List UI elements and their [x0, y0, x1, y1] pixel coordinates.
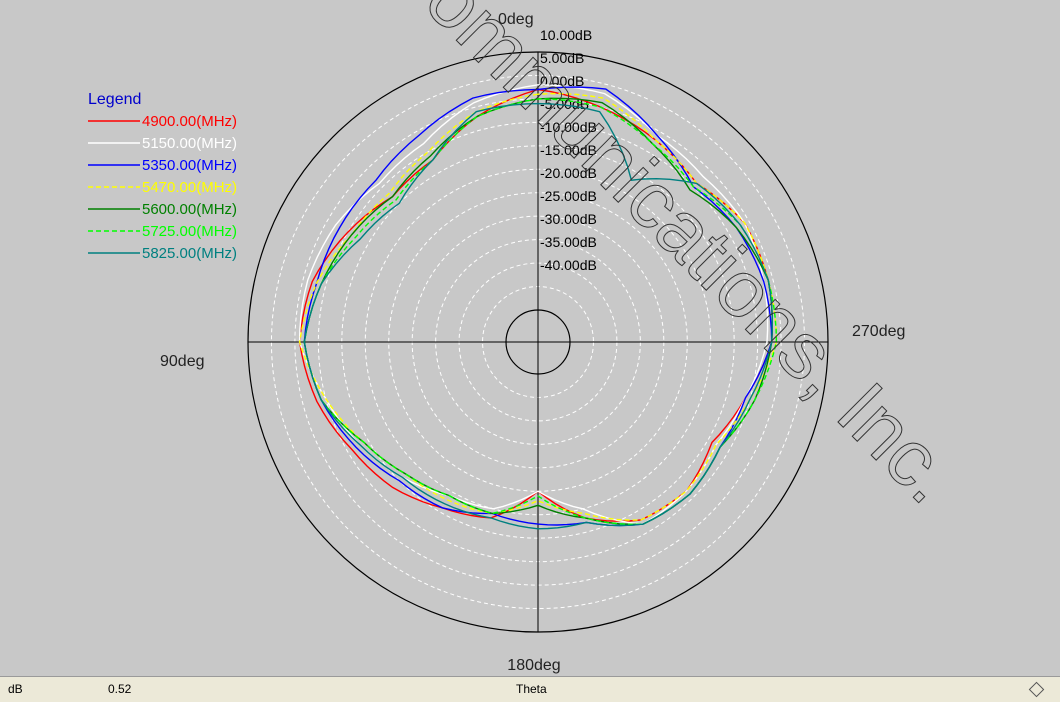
legend-entry: 5725.00(MHz) — [142, 223, 237, 240]
radial-tick-label: 10.00dB — [540, 27, 592, 43]
radial-tick-label: -40.00dB — [540, 257, 597, 273]
legend-entry: 5150.00(MHz) — [142, 135, 237, 152]
angle-label: 90deg — [160, 353, 205, 370]
legend-entry: 5350.00(MHz) — [142, 157, 237, 174]
radial-tick-label: 5.00dB — [540, 50, 584, 66]
status-axis-label: Theta — [516, 682, 547, 696]
legend-entry: 4900.00(MHz) — [142, 113, 237, 130]
legend-entry: 5600.00(MHz) — [142, 201, 237, 218]
legend-entry: 5470.00(MHz) — [142, 179, 237, 196]
angle-label: 0deg — [498, 11, 534, 28]
series-line — [298, 92, 778, 521]
polar-chart: 0deg90deg180deg270deg10.00dB5.00dB0.00dB… — [88, 0, 975, 674]
legend-entry: 5825.00(MHz) — [142, 245, 237, 262]
status-bar: dB 0.52 Theta — [0, 676, 1060, 702]
angle-label: 270deg — [852, 323, 905, 340]
status-value: 0.52 — [108, 682, 132, 696]
series-line — [303, 97, 773, 526]
radial-tick-label: -30.00dB — [540, 211, 597, 227]
angle-label: 180deg — [507, 657, 560, 674]
status-unit-label: dB — [8, 682, 23, 696]
legend-title: Legend — [88, 91, 141, 108]
radial-tick-label: -25.00dB — [540, 188, 597, 204]
diamond-icon — [1028, 681, 1045, 698]
series-line — [303, 102, 773, 530]
radial-tick-label: -10.00dB — [540, 119, 597, 135]
radial-tick-label: -5.00dB — [540, 96, 589, 112]
plot-panel: 0deg 90deg 180deg 270deg 10.00dB 5.00dB 0.00dB… — [0, 0, 1060, 676]
radial-tick-label: -20.00dB — [540, 165, 597, 181]
watermark: Communications, Inc. — [368, 0, 975, 520]
radial-tick-label: -35.00dB — [540, 234, 597, 250]
radial-tick-label: -15.00dB — [540, 142, 597, 158]
